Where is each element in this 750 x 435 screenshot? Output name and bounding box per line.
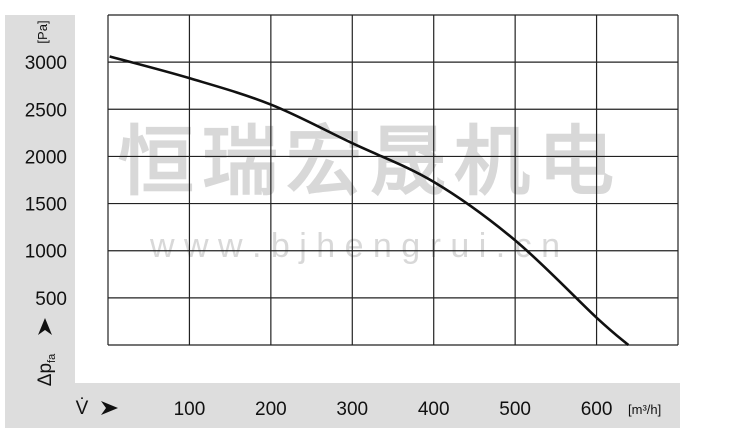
watermark: 恒瑞宏晟机电 w w w . b j h e n g r u i . c n [118,120,622,265]
y-tick-label: 1500 [25,195,67,216]
y-label-sub: fa [46,353,58,363]
y-tick-label: 2000 [25,147,67,168]
x-tick-label: 100 [174,399,206,420]
x-arrow-icon [101,401,118,415]
x-axis-panel [5,383,680,428]
watermark-brand: 恒瑞宏晟机电 [118,120,622,205]
x-tick-label: 300 [336,399,368,420]
x-tick-label: 600 [581,399,613,420]
y-axis-panel [5,15,75,385]
y-tick-label: 1000 [25,242,67,263]
grid [107,14,679,346]
y-axis-label: Δpfa [35,353,58,386]
y-tick-label: 2500 [25,100,67,121]
x-tick-label: 400 [418,399,450,420]
y-label: Δp [35,363,56,386]
x-unit: [m³/h] [628,402,661,417]
svg-text:Δpfa: Δpfa [35,353,58,386]
x-tick-label: 200 [255,399,287,420]
y-tick-label: 3000 [25,53,67,74]
y-tick-label: 500 [35,289,67,310]
x-tick-label: 500 [499,399,531,420]
y-arrow-icon [38,318,52,335]
watermark-url: w w w . b j h e n g r u i . c n [149,227,560,265]
x-label: V̇ [76,398,89,419]
series-line [109,55,630,346]
y-unit: [Pa] [35,20,50,43]
